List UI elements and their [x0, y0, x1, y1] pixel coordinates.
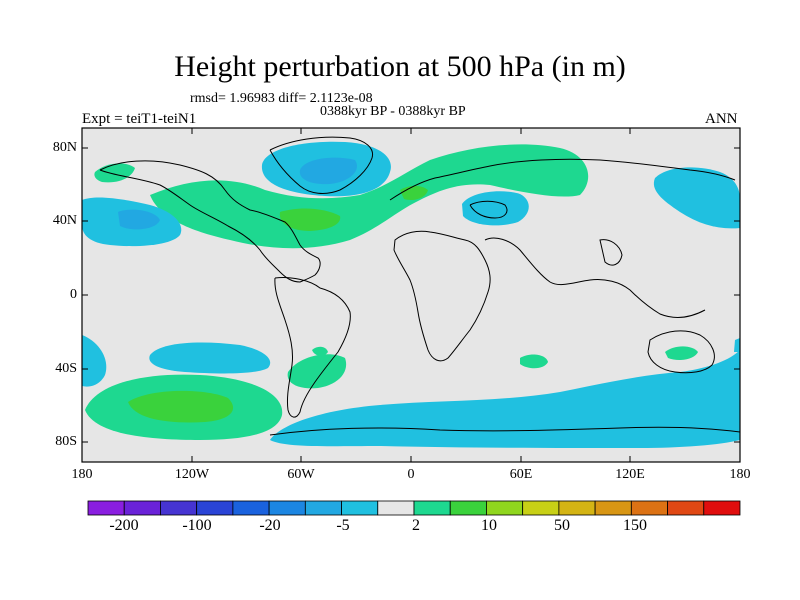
lat-label: 80N [52, 140, 77, 155]
negative-anomaly-west-pacific-edge [82, 335, 107, 387]
lon-label: 0 [407, 467, 415, 482]
positive-anomaly-south-america [287, 354, 347, 389]
coastlines [99, 136, 740, 436]
negative-anomaly-southern-ocean [270, 350, 740, 448]
colorbar-label: -20 [259, 517, 281, 534]
colorbar-swatch [594, 500, 632, 516]
colorbar-swatch [232, 500, 270, 516]
stats-line: rmsd= 1.96983 diff= 2.1123e-08 [190, 91, 373, 106]
colorbar-swatch [667, 500, 705, 516]
colorbar-swatch [413, 500, 451, 516]
lat-label: 40S [55, 361, 77, 376]
lon-label: 60W [287, 467, 315, 482]
experiment-label: Expt = teiT1-teiN1 [82, 111, 197, 127]
colorbar-swatch [304, 500, 342, 516]
page-title: Height perturbation at 500 hPa (in m) [174, 50, 626, 83]
colorbar-swatch [486, 500, 524, 516]
lon-label: 180 [71, 467, 93, 482]
colorbar-swatch [630, 500, 668, 516]
negative-anomaly-central-asia [462, 191, 529, 226]
colorbar-label: 150 [623, 517, 647, 534]
lat-label: 80S [55, 434, 77, 449]
colorbar-label: 2 [412, 517, 420, 534]
colorbar-swatch [196, 500, 234, 516]
colorbar [87, 500, 741, 516]
colorbar-swatch [160, 500, 198, 516]
lat-label: 0 [70, 287, 77, 302]
lon-label: 120E [615, 467, 645, 482]
colorbar-label: -5 [336, 517, 350, 534]
lat-label: 40N [52, 213, 77, 228]
colorbar-swatch [449, 500, 487, 516]
colorbar-label: 10 [481, 517, 497, 534]
positive-anomaly-atlantic-core [279, 208, 341, 231]
colorbar-swatch [558, 500, 596, 516]
colorbar-label: -200 [109, 517, 139, 534]
colorbar-swatch [703, 500, 741, 516]
colorbar-label: -100 [182, 517, 212, 534]
colorbar-swatch [268, 500, 306, 516]
axis-ticks [81, 128, 741, 462]
season-label: ANN [705, 111, 738, 127]
negative-anomaly-greenland-core [299, 157, 358, 185]
negative-anomaly-east-edge [734, 338, 740, 352]
lon-label: 120W [174, 467, 210, 482]
colorbar-label: 50 [554, 517, 570, 534]
positive-anomaly-south-atlantic [520, 354, 548, 369]
positive-anomaly-australia [665, 346, 698, 360]
period-label: 0388kyr BP - 0388kyr BP [320, 104, 466, 119]
colorbar-swatch [522, 500, 560, 516]
colorbar-swatch [377, 500, 415, 516]
positive-anomaly-north-atlantic-band [150, 144, 589, 249]
lon-label: 180 [729, 467, 751, 482]
lon-label: 60E [509, 467, 533, 482]
colorbar-swatch [123, 500, 161, 516]
colorbar-swatch [87, 500, 125, 516]
positive-anomaly-argentina [312, 346, 328, 356]
negative-anomaly-south-east-pacific [149, 342, 271, 374]
negative-anomaly-north-pacific-east [653, 167, 740, 229]
colorbar-swatch [341, 500, 379, 516]
positive-anomaly-south-pacific-core [128, 390, 234, 423]
negative-anomaly-north-pacific-core [118, 209, 160, 230]
